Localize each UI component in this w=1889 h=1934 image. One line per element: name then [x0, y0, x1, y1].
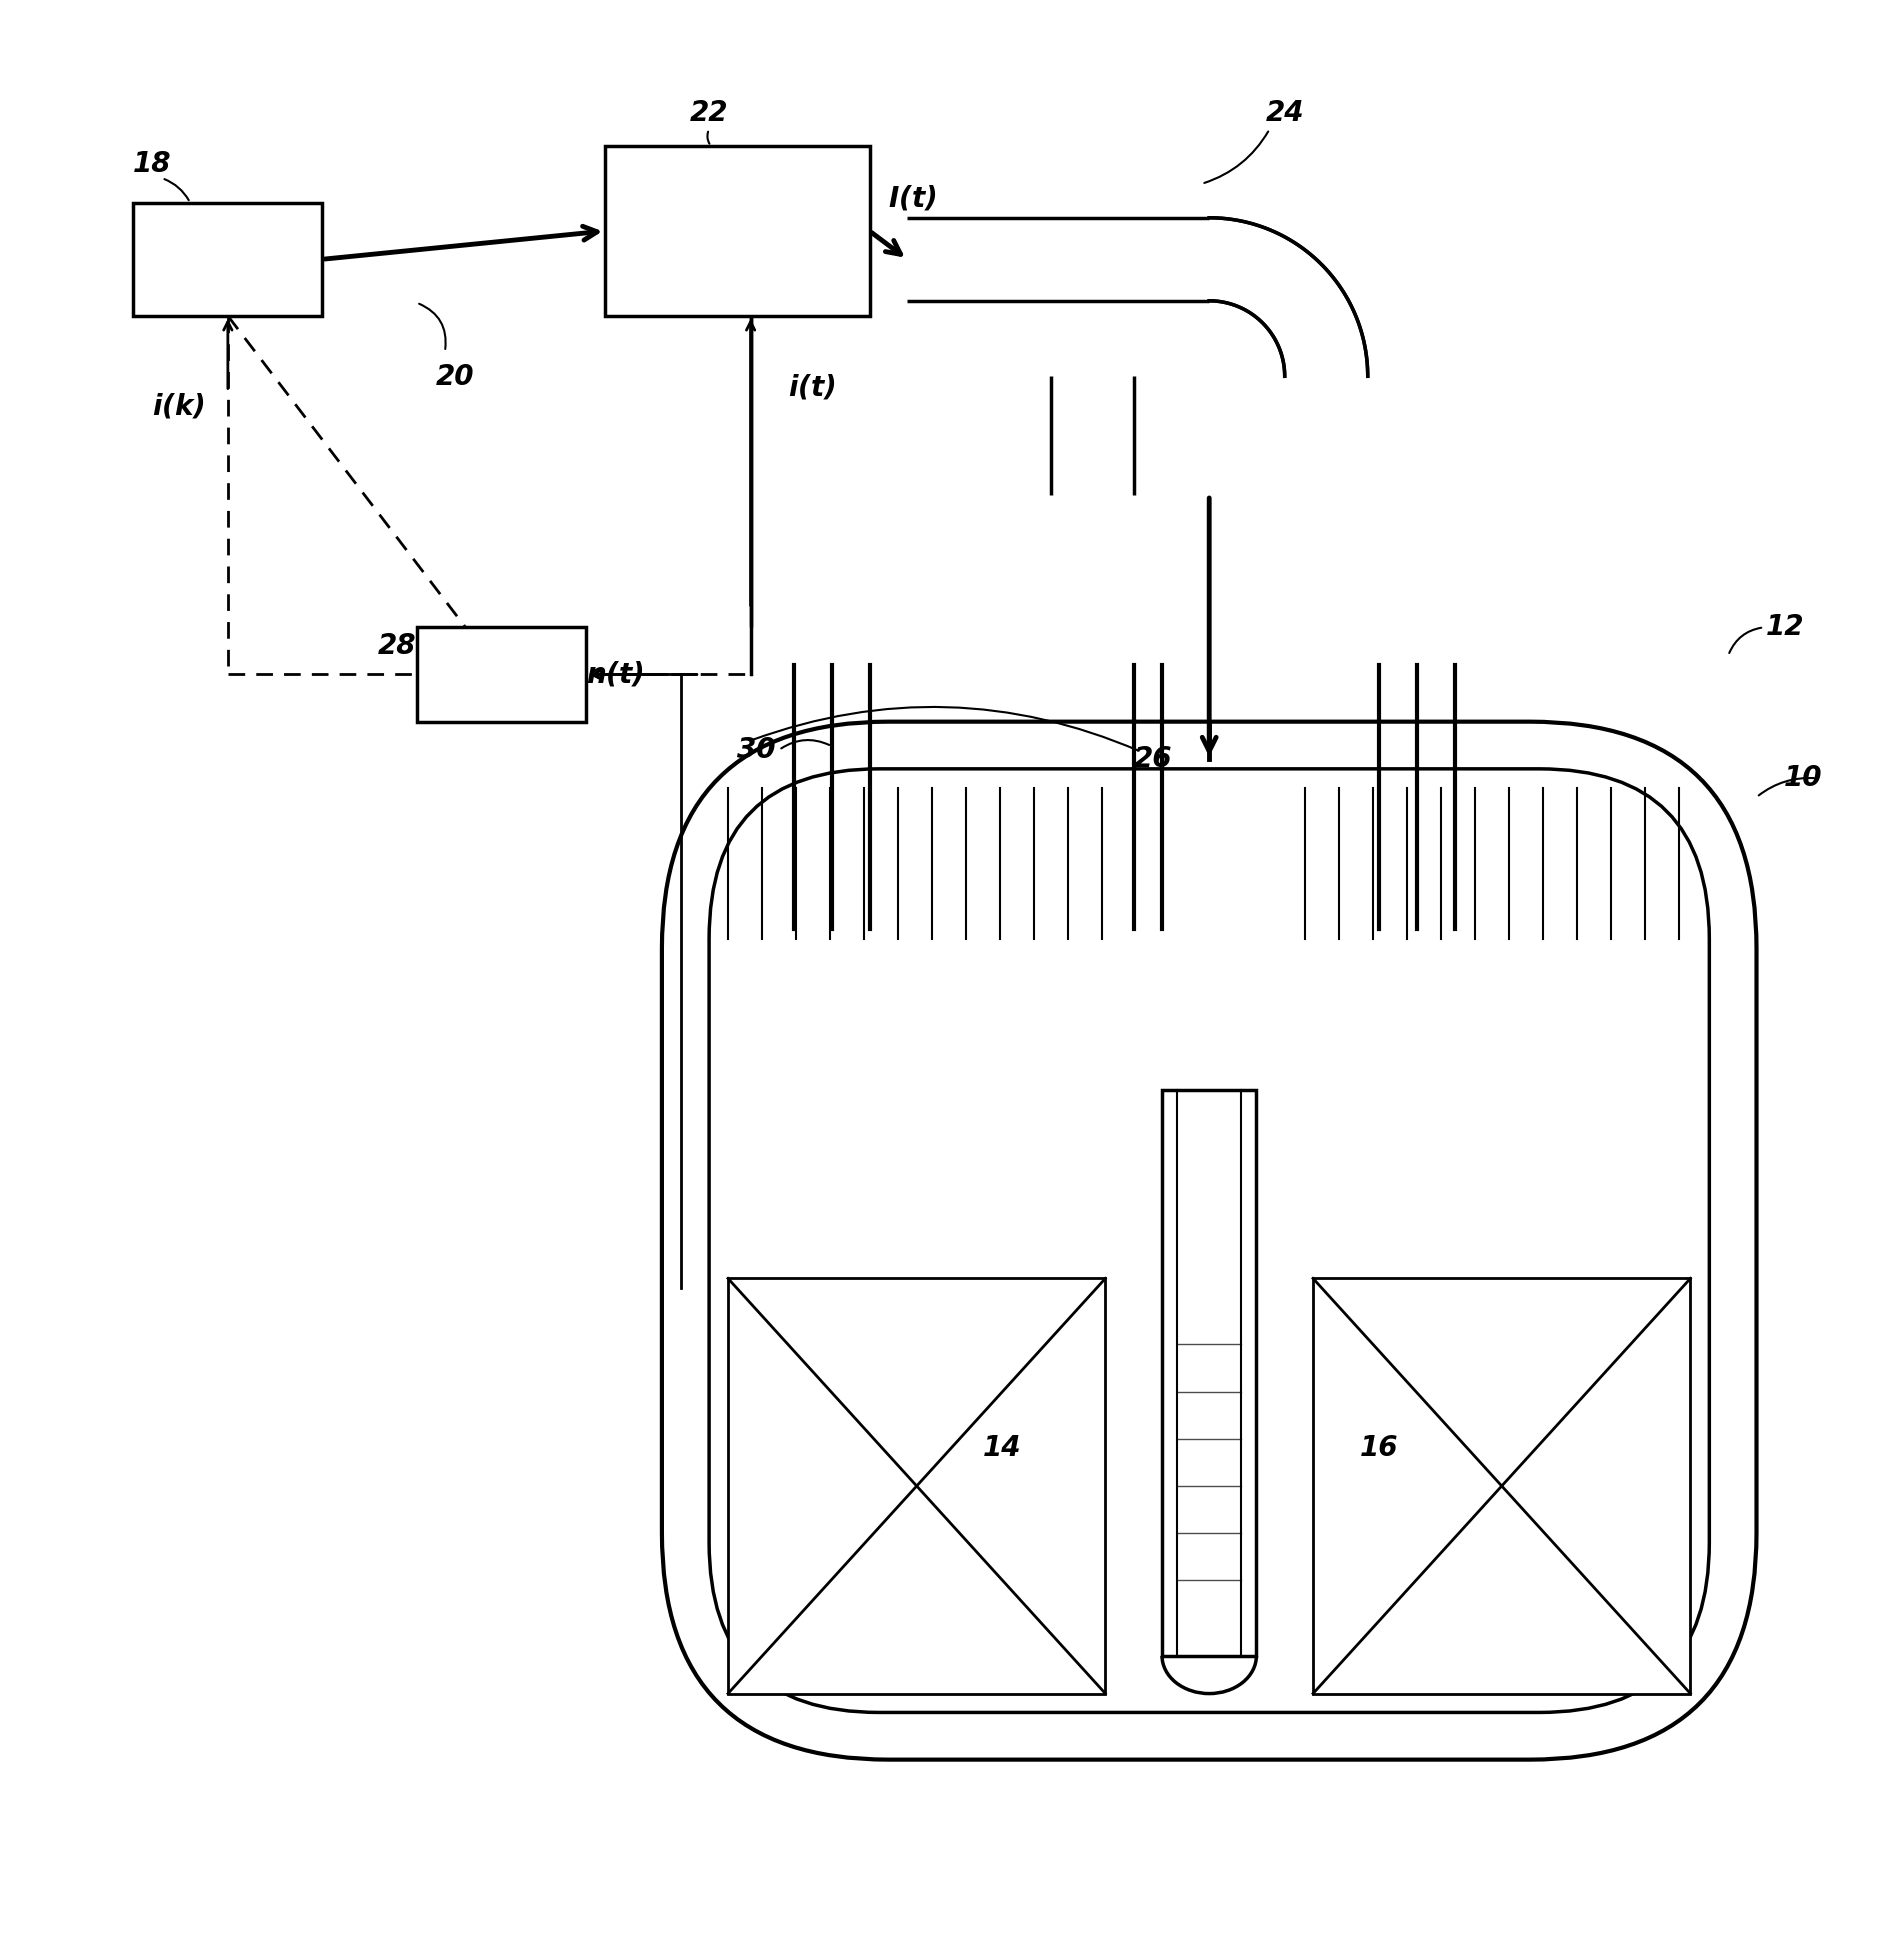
Text: 10: 10 [1783, 764, 1821, 793]
Bar [1313, 1278, 1689, 1694]
FancyBboxPatch shape [708, 770, 1708, 1712]
Polygon shape [1209, 219, 1368, 377]
Text: $\bfit{I}(\bfit{t})$: $\bfit{I}(\bfit{t})$ [888, 184, 937, 213]
Text: 30: 30 [737, 737, 774, 764]
Text: 28: 28 [378, 632, 416, 659]
Text: 12: 12 [1764, 613, 1804, 642]
Text: 16: 16 [1358, 1435, 1398, 1462]
Text: $\bfit{i}(\bfit{k})$: $\bfit{i}(\bfit{k})$ [153, 391, 206, 420]
Text: 18: 18 [132, 151, 172, 178]
Bar [1162, 1089, 1256, 1656]
Text: 14: 14 [982, 1435, 1020, 1462]
Bar [416, 627, 586, 721]
Text: 22: 22 [689, 99, 727, 128]
Text: $\bfit{n}(\bfit{t})$: $\bfit{n}(\bfit{t})$ [586, 659, 644, 689]
Text: 20: 20 [434, 364, 474, 391]
Text: $\bfit{i}(\bfit{t})$: $\bfit{i}(\bfit{t})$ [788, 373, 835, 402]
Bar [604, 147, 869, 315]
Text: 24: 24 [1266, 99, 1303, 128]
Text: 26: 26 [1133, 745, 1171, 774]
Bar [727, 1278, 1105, 1694]
FancyBboxPatch shape [661, 721, 1755, 1760]
Bar [134, 203, 321, 315]
